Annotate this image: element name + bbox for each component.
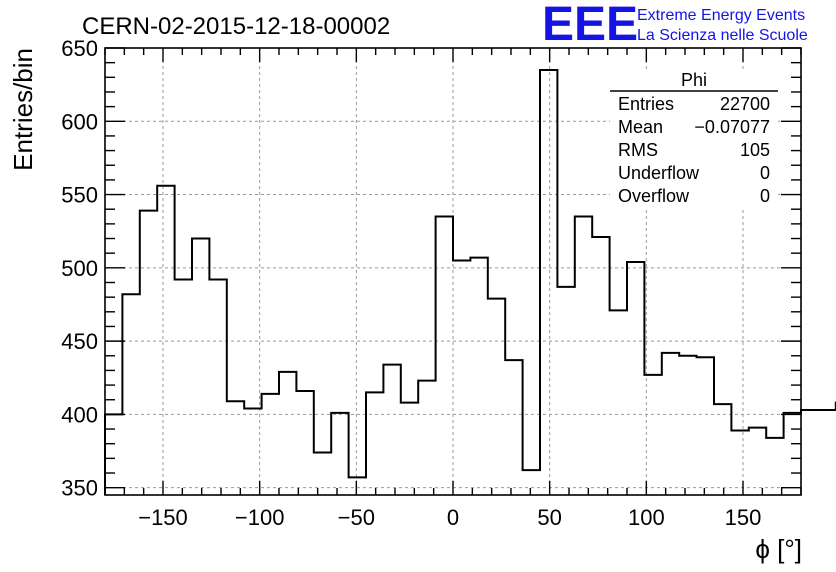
x-tick-label: −100: [235, 505, 285, 530]
y-axis-label: Entries/bin: [8, 48, 38, 171]
y-tick-label: 450: [61, 329, 98, 354]
x-tick-label: −150: [138, 505, 188, 530]
y-tick-label: 550: [61, 183, 98, 208]
y-tick-label: 400: [61, 402, 98, 427]
x-tick-labels: −150 −100 −50 0 50 100 150: [138, 505, 761, 530]
y-tick-label: 500: [61, 256, 98, 281]
stats-row-label: Mean: [618, 117, 663, 137]
stats-row-label: Entries: [618, 94, 674, 114]
stats-row-value: 22700: [720, 94, 770, 114]
stats-box-background: [610, 72, 778, 210]
stats-row-label: Underflow: [618, 163, 700, 183]
logo: EEE Extreme Energy Events La Scienza nel…: [542, 0, 808, 51]
stats-title: Phi: [681, 70, 707, 90]
stats-row-value: 0: [760, 163, 770, 183]
axis-ticks: [104, 47, 802, 495]
stats-row-value: 0: [760, 186, 770, 206]
stats-row-label: RMS: [618, 140, 658, 160]
x-tick-label: −50: [338, 505, 375, 530]
x-tick-label: 0: [447, 505, 459, 530]
stats-row-value: −0.07077: [694, 117, 770, 137]
x-tick-label: 150: [725, 505, 762, 530]
y-tick-label: 650: [61, 36, 98, 61]
x-axis-label: ϕ [°]: [755, 534, 802, 564]
logo-line-2: La Scienza nelle Scuole: [637, 27, 808, 44]
stats-box: Phi Entries 22700 Mean −0.07077 RMS 105 Underf…: [610, 70, 778, 210]
stats-rows: Entries 22700 Mean −0.07077 RMS 105 Underflow 0…: [618, 94, 770, 206]
y-tick-label: 350: [61, 476, 98, 501]
logo-mark: EEE: [542, 0, 638, 51]
logo-line-1: Extreme Energy Events: [637, 7, 805, 24]
chart-title: CERN-02-2015-12-18-00002: [82, 13, 390, 40]
x-tick-label: 50: [537, 505, 561, 530]
y-tick-label: 600: [61, 109, 98, 134]
y-tick-labels: 350 400 450 500 550 600 650: [61, 36, 98, 501]
stats-row-label: Overflow: [618, 186, 690, 206]
stats-row-value: 105: [740, 140, 770, 160]
x-tick-label: 100: [628, 505, 665, 530]
